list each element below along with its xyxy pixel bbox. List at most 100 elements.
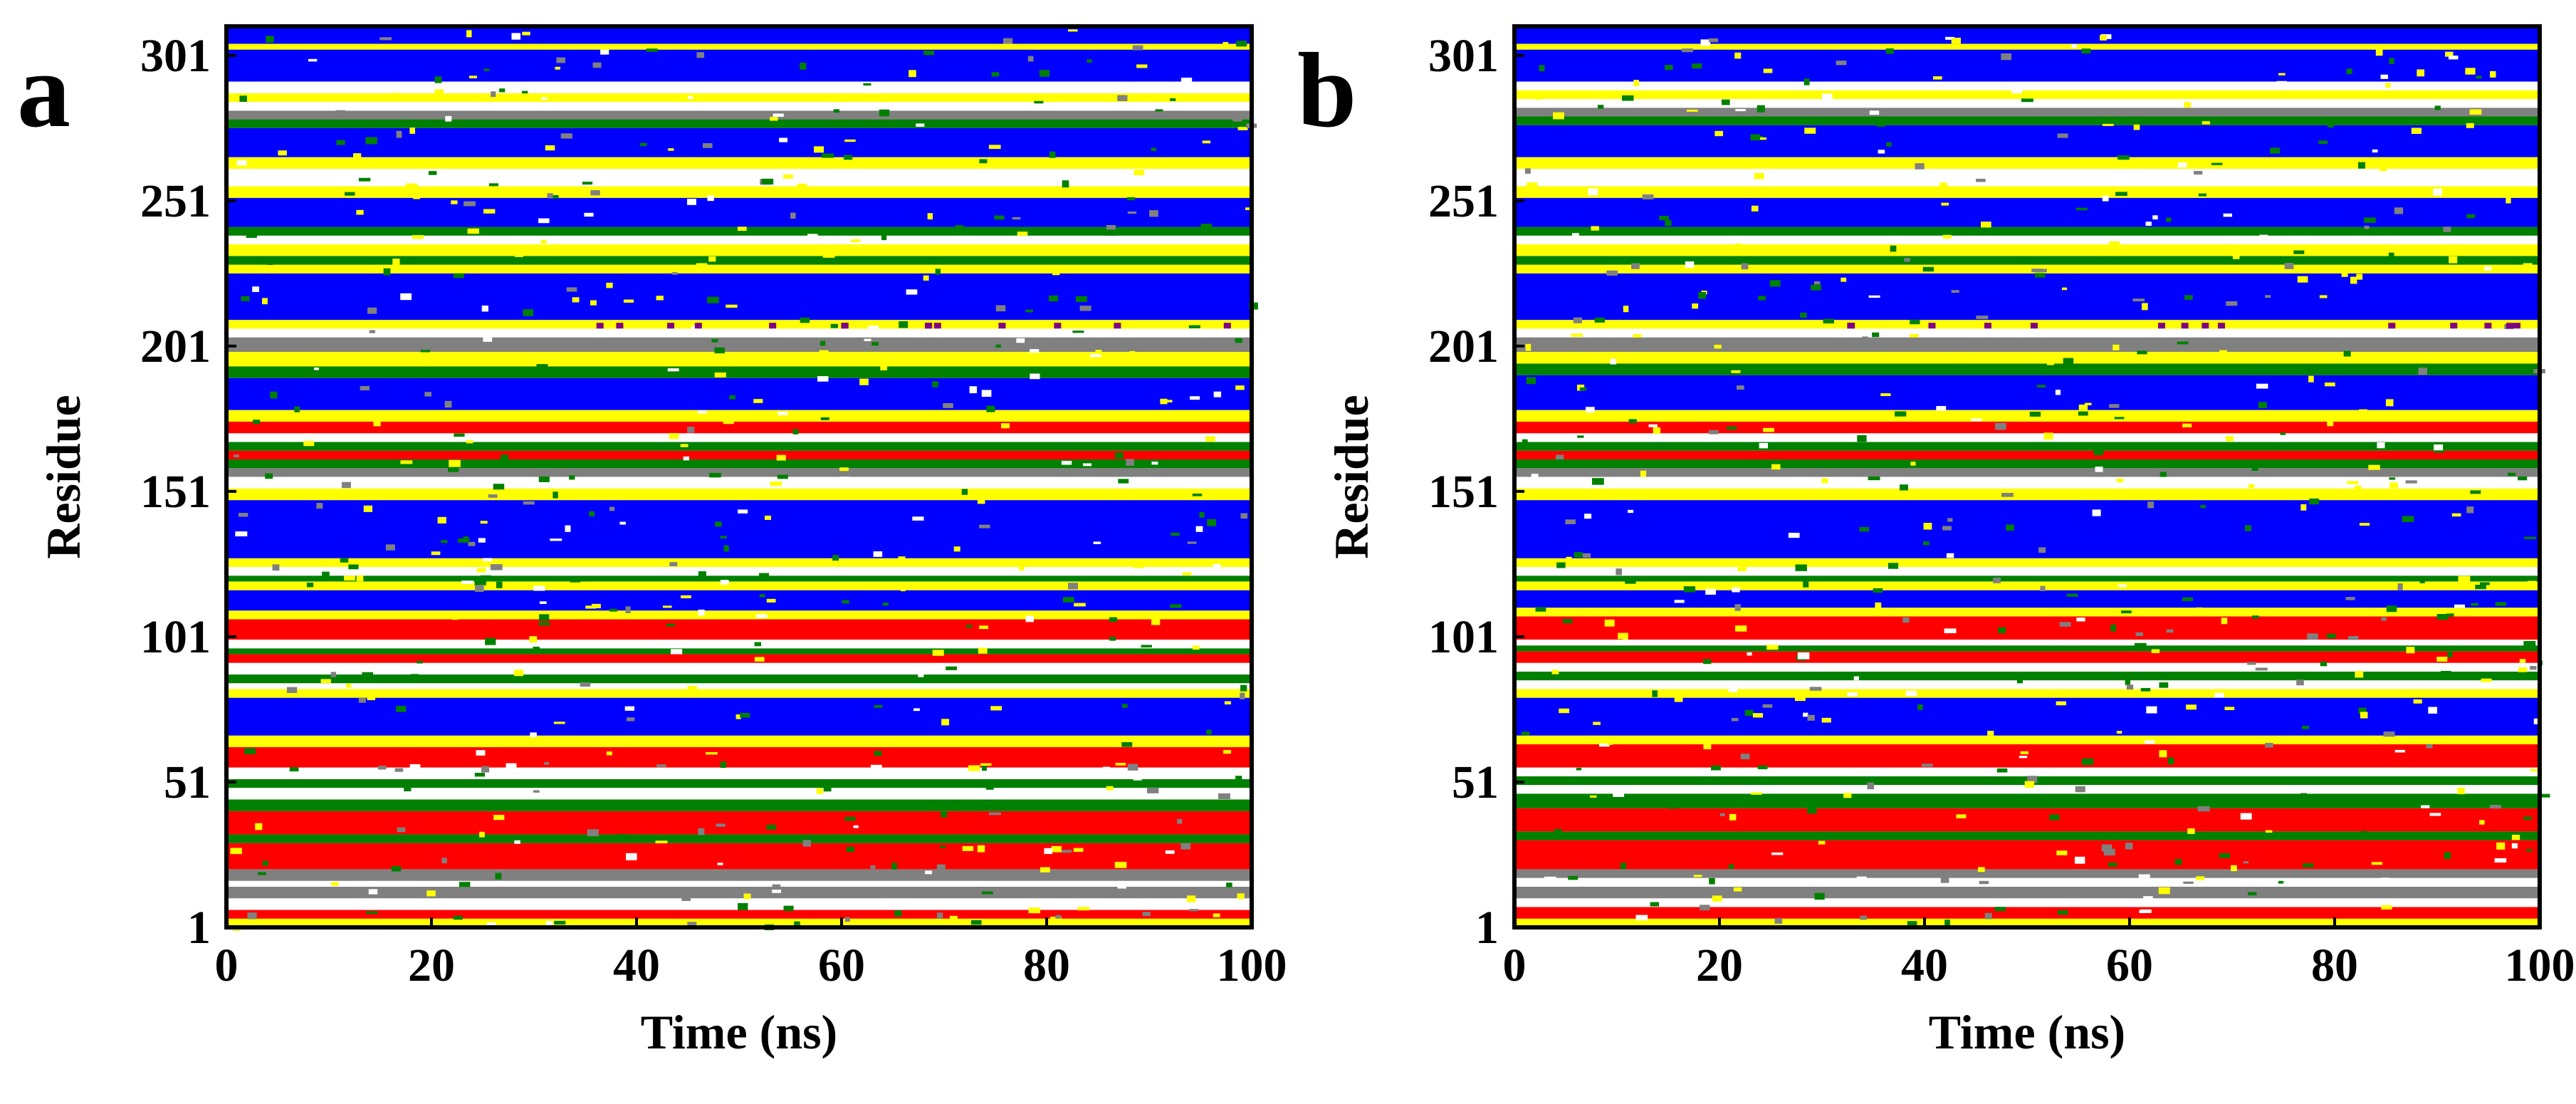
fluctuation-mark [812,873,820,876]
fluctuation-mark [1890,245,1897,252]
fluctuation-mark [2480,582,2490,585]
fluctuation-mark [1626,444,1637,449]
x-tick-label: 80 [1023,939,1070,991]
fluctuation-mark [445,115,452,122]
fluctuation-mark [488,494,498,498]
fluctuation-mark [2074,856,2085,864]
fluctuation-mark [1134,325,1144,328]
fluctuation-mark [660,321,666,328]
fluctuation-mark [1539,65,1545,72]
fluctuation-mark [1940,876,1949,883]
fluctuation-mark [1588,343,1601,348]
fluctuation-mark [1633,80,1640,87]
fluctuation-mark [2470,490,2481,494]
fluctuation-mark [735,714,741,719]
fluctuation-mark [2092,509,2101,516]
fluctuation-mark [409,764,421,769]
fluctuation-mark [1050,917,1062,922]
structure-band [1514,590,2540,608]
fluctuation-mark [698,571,706,578]
fluctuation-mark [1044,848,1052,854]
fluctuation-mark [2318,140,2328,145]
fluctuation-mark [1735,109,1746,112]
fluctuation-mark [1811,284,1821,291]
fluctuation-mark [932,381,938,387]
structure-band [1514,235,2540,245]
structure-band [1514,450,2540,460]
structure-band [226,168,1252,187]
fluctuation-mark [1625,576,1636,584]
fluctuation-mark [412,235,424,239]
y-tick-label: 101 [140,611,211,663]
fluctuation-mark [1016,338,1025,343]
fluctuation-mark [1737,567,1747,572]
fluctuation-mark [2358,707,2367,714]
fluctuation-mark [2356,274,2363,280]
y-tick-label: 51 [164,756,211,808]
fluctuation-mark [1751,792,1762,795]
fluctuation-mark [1976,178,1986,182]
fluctuation-mark [729,395,735,400]
fluctuation-mark [936,912,943,920]
fluctuation-mark [1524,168,1531,174]
fluctuation-mark [913,708,920,712]
fluctuation-mark [580,682,591,687]
fluctuation-mark [993,246,1001,250]
fluctuation-mark [2224,707,2235,710]
fluctuation-mark [863,83,871,86]
fluctuation-mark [2112,344,2120,350]
fluctuation-mark [493,484,505,490]
fluctuation-mark [754,657,765,662]
fluctuation-mark [1165,850,1175,854]
fluctuation-mark [1109,617,1118,623]
fluctuation-mark [707,296,719,303]
fluctuation-mark [538,477,550,482]
fluctuation-mark [2417,69,2425,77]
fluctuation-mark [570,580,581,583]
fluctuation-mark [817,376,829,382]
fluctuation-mark [1872,332,1880,338]
fluctuation-mark [529,636,538,642]
fluctuation-mark [468,75,478,78]
structure-band [1514,793,2540,808]
fluctuation-mark [619,521,626,525]
structure-band [226,264,1252,274]
fluctuation-mark [1584,514,1592,519]
fluctuation-mark [2270,147,2281,154]
fluctuation-mark [800,317,810,323]
structure-band [1514,49,2540,82]
fluctuation-mark [656,296,664,301]
fluctuation-mark [1821,717,1831,723]
fluctuation-mark [344,576,356,581]
fluctuation-mark [2159,750,2167,758]
fluctuation-mark [1728,864,1734,869]
fluctuation-mark [2445,51,2454,57]
fluctuation-mark [2256,383,2268,389]
fluctuation-mark [2371,862,2382,865]
x-tick-label: 40 [613,939,660,991]
fluctuation-mark [1061,850,1072,853]
fluctuation-mark [1607,740,1613,745]
fluctuation-mark [1797,652,1810,660]
fluctuation-mark [2343,350,2351,357]
fluctuation-mark [1856,876,1868,883]
fluctuation-mark [496,581,503,588]
fluctuation-mark [1556,562,1566,568]
fluctuation-mark [2166,629,2174,633]
fluctuation-mark [2511,843,2518,849]
fluctuation-mark [909,70,916,78]
fluctuation-mark [1923,523,1932,530]
fluctuation-mark [441,540,448,543]
structure-band [1514,680,2540,689]
structure-band [226,43,1252,50]
fluctuation-mark [981,891,993,895]
x-tick-label: 60 [2106,939,2153,991]
fluctuation-mark [1535,607,1546,612]
fluctuation-mark [1189,909,1199,912]
structure-band [226,273,1252,321]
fluctuation-mark [687,427,695,433]
fluctuation-mark [1121,704,1128,708]
fluctuation-mark [906,289,918,295]
fluctuation-mark [1857,434,1867,442]
fluctuation-mark [2389,477,2396,480]
